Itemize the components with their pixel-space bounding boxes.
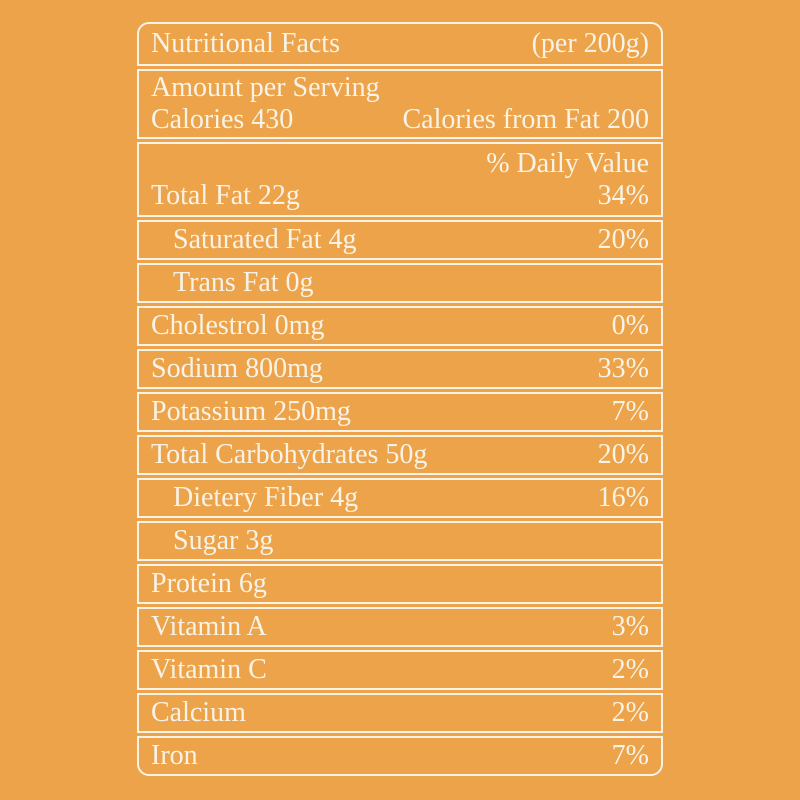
nutrient-percent: 34%: [597, 179, 649, 211]
nutrient-percent: 20%: [597, 439, 649, 470]
serving-size-note: (per 200g): [531, 28, 649, 59]
nutrient-percent: 7%: [611, 396, 649, 427]
nutrient-name: Sodium 800mg: [151, 353, 323, 384]
nutrient-name: Saturated Fat 4g: [173, 224, 357, 255]
nutrient-name: Total Fat 22g: [151, 179, 300, 211]
daily-value-section: % Daily Value Total Fat 22g 34%: [137, 142, 663, 217]
nutrient-row: Protein 6g: [137, 564, 663, 604]
label-header: Nutritional Facts (per 200g): [137, 22, 663, 66]
calories-from-fat-value: Calories from Fat 200: [402, 104, 649, 135]
nutrient-row: Sodium 800mg 33%: [137, 349, 663, 389]
nutrient-row: Calcium 2%: [137, 693, 663, 733]
nutrient-percent: 33%: [597, 353, 649, 384]
nutrient-name: Potassium 250mg: [151, 396, 351, 427]
nutrient-name: Sugar 3g: [173, 525, 274, 556]
nutrient-percent: 7%: [611, 740, 649, 771]
nutrient-row: Total Carbohydrates 50g 20%: [137, 435, 663, 475]
nutrient-name: Vitamin C: [151, 654, 267, 685]
nutrient-row: Vitamin C 2%: [137, 650, 663, 690]
nutrient-row: Cholestrol 0mg 0%: [137, 306, 663, 346]
nutrition-label: Nutritional Facts (per 200g) Amount per …: [137, 22, 663, 776]
nutrient-name: Total Carbohydrates 50g: [151, 439, 428, 470]
nutrient-name: Calcium: [151, 697, 246, 728]
nutrient-percent: 3%: [611, 611, 649, 642]
nutrient-name: Trans Fat 0g: [173, 267, 314, 298]
label-title: Nutritional Facts: [151, 28, 340, 59]
nutrient-row: Vitamin A 3%: [137, 607, 663, 647]
nutrient-row: Saturated Fat 4g 20%: [137, 220, 663, 260]
nutrient-percent: 2%: [611, 654, 649, 685]
amount-per-serving-heading: Amount per Serving: [151, 72, 380, 103]
nutrient-name: Cholestrol 0mg: [151, 310, 325, 341]
nutrient-name: Dietery Fiber 4g: [173, 482, 359, 513]
calories-line: Calories 430 Calories from Fat 200: [151, 104, 649, 136]
nutrient-percent: 20%: [597, 224, 649, 255]
nutrient-row: Iron 7%: [137, 736, 663, 776]
nutrient-row: Sugar 3g: [137, 521, 663, 561]
nutrient-name: Iron: [151, 740, 198, 771]
nutrient-row: Potassium 250mg 7%: [137, 392, 663, 432]
nutrient-row: Dietery Fiber 4g 16%: [137, 478, 663, 518]
daily-value-heading: % Daily Value: [486, 147, 649, 179]
nutrient-row: Total Fat 22g 34%: [151, 180, 649, 212]
nutrient-name: Protein 6g: [151, 568, 267, 599]
nutrient-percent: 0%: [611, 310, 649, 341]
calories-value: Calories 430: [151, 104, 294, 135]
nutrient-name: Vitamin A: [151, 611, 267, 642]
serving-summary-section: Amount per Serving Calories 430 Calories…: [137, 69, 663, 139]
nutrient-row: Trans Fat 0g: [137, 263, 663, 303]
nutrient-percent: 2%: [611, 697, 649, 728]
nutrient-percent: 16%: [597, 482, 649, 513]
